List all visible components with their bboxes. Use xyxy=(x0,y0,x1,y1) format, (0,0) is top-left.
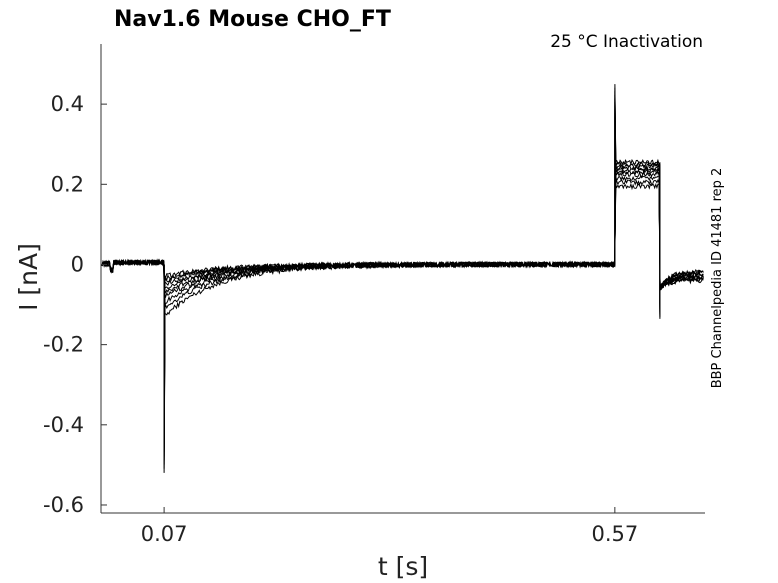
ticks: 0.4 0.2 0 -0.2 -0.4 -0.6 0.07 0.57 xyxy=(43,92,638,546)
series-line xyxy=(101,109,704,444)
x-tick-label: 0.57 xyxy=(591,522,638,546)
axes xyxy=(100,44,705,514)
x-axis-label: t [s] xyxy=(378,552,428,581)
series-line xyxy=(101,102,704,453)
series-line xyxy=(101,112,704,440)
y-tick-label: -0.2 xyxy=(43,333,84,357)
y-tick-label: -0.6 xyxy=(43,493,84,517)
y-axis-label: I [nA] xyxy=(14,243,43,311)
y-tick-label: -0.4 xyxy=(43,413,84,437)
chart-title: Nav1.6 Mouse CHO_FT xyxy=(114,7,391,32)
series-line xyxy=(101,84,704,473)
series-line xyxy=(101,105,704,448)
y-tick-label: 0.2 xyxy=(51,172,84,196)
y-tick-label: 0.4 xyxy=(51,92,84,116)
side-label: BBP Channelpedia ID 41481 rep 2 xyxy=(710,168,725,389)
y-tick-label: 0 xyxy=(71,252,84,276)
traces xyxy=(101,84,704,473)
x-tick-label: 0.07 xyxy=(141,522,188,546)
chart-subtitle: 25 °C Inactivation xyxy=(550,32,703,52)
series-line xyxy=(101,116,704,436)
